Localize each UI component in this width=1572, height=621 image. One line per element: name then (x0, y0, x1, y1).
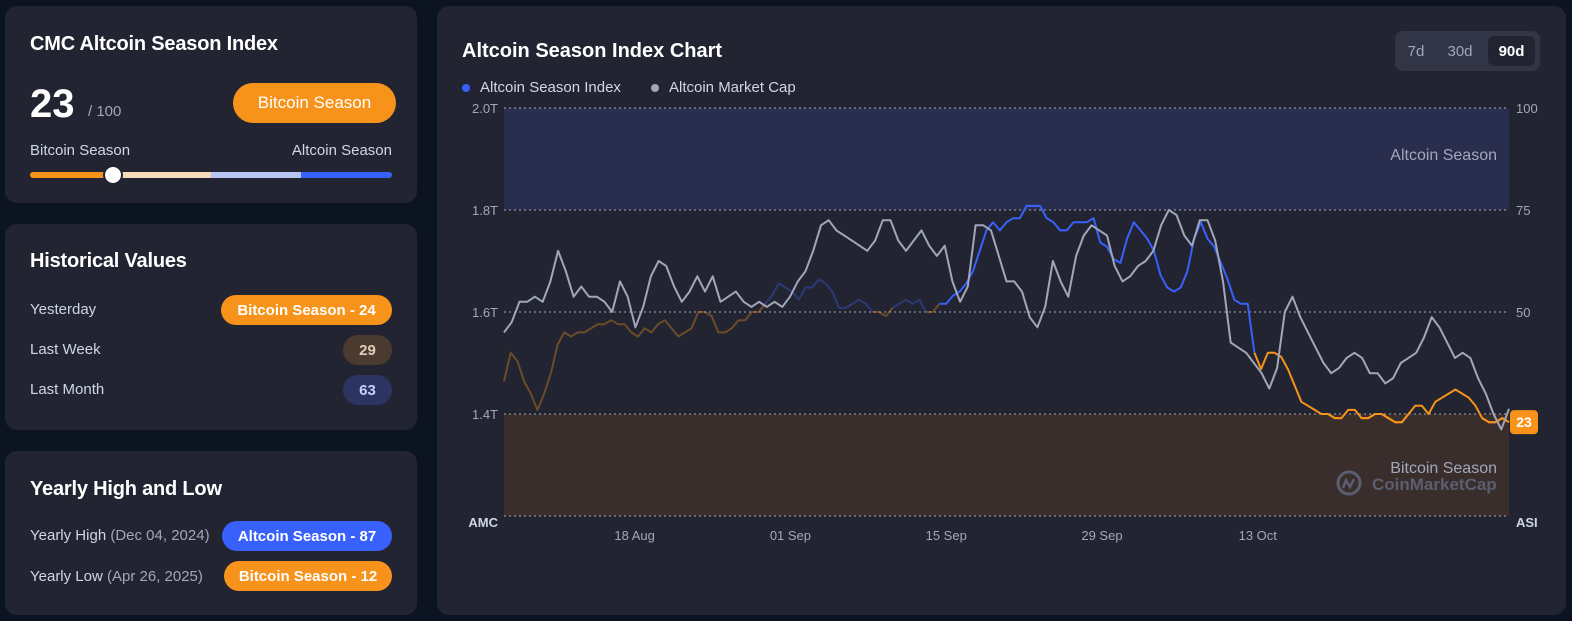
historical-row-label: Last Month (30, 381, 105, 398)
asi-line-segment (892, 298, 927, 313)
season-status-badge: Bitcoin Season (233, 83, 396, 123)
bitcoin-season-zone-label: Bitcoin Season (1390, 460, 1497, 477)
left-axis-tick: 1.4T (472, 407, 498, 422)
right-axis-tick: 75 (1516, 203, 1530, 218)
asi-line-segment (926, 303, 941, 313)
historical-title: Historical Values (30, 250, 187, 272)
range-tab-30d[interactable]: 30d (1447, 42, 1473, 60)
altcoin-season-zone (504, 108, 1509, 210)
chart-card: Altcoin Season Index Chart 7d 30d 90d Al… (437, 6, 1566, 615)
right-axis-tick: 50 (1516, 305, 1530, 320)
right-axis-name: ASI (1516, 515, 1538, 530)
x-axis-tick: 13 Oct (1239, 528, 1278, 543)
current-value-label: 23 (1516, 414, 1532, 430)
yearly-low-text: Yearly Low (30, 568, 103, 585)
historical-row-label: Yesterday (30, 301, 97, 318)
index-card: CMC Altcoin Season Index 23 / 100 Bitcoi… (5, 6, 417, 203)
left-axis-name: AMC (468, 515, 498, 530)
asi-line-segment (872, 307, 894, 318)
current-value-badge (1510, 410, 1538, 435)
yearly-high-date: (Dec 04, 2024) (110, 527, 210, 544)
yearly-low-label: Yearly Low (Apr 26, 2025) (30, 568, 203, 585)
coinmarketcap-wordmark: CoinMarketCap (1372, 475, 1497, 494)
market-cap-line (503, 209, 1510, 431)
asi-line-segment (939, 204, 1256, 353)
coinmarketcap-logo-icon (1336, 470, 1362, 496)
yearly-title: Yearly High and Low (30, 478, 222, 500)
gauge-right-label: Altcoin Season (291, 142, 392, 159)
left-axis-tick: 1.8T (472, 203, 498, 218)
index-card-title: CMC Altcoin Season Index (30, 33, 278, 55)
yearly-high-low-card: Yearly High and Low Yearly High (Dec 04,… (5, 451, 417, 615)
legend-label: Altcoin Season Index (480, 79, 621, 96)
asi-line-segment (1253, 351, 1510, 424)
historical-values-card: Historical Values Yesterday Bitcoin Seas… (5, 224, 417, 430)
x-axis-tick: 29 Sep (1081, 528, 1122, 543)
altcoin-season-chart[interactable]: Altcoin Season Bitcoin Season CoinMarket… (437, 6, 1566, 615)
chart-title: Altcoin Season Index Chart (462, 40, 723, 62)
asi-bitcoin-zone-line (1361, 413, 1410, 424)
legend-altcoin-market-cap[interactable]: Altcoin Market Cap (651, 79, 796, 96)
historical-row-label: Last Week (30, 341, 101, 358)
gauge-segment-altcoin-light (211, 172, 301, 178)
yearly-low-badge: Bitcoin Season - 12 (224, 561, 392, 591)
legend-dot-icon (462, 83, 470, 92)
historical-last-month-badge: 63 (343, 375, 392, 405)
right-axis-tick: 100 (1516, 101, 1538, 116)
range-tabs: 7d 30d 90d (1395, 31, 1540, 71)
asi-line-segment (764, 278, 874, 313)
yearly-low-date: (Apr 26, 2025) (107, 568, 203, 585)
yearly-high-badge: Altcoin Season - 87 (222, 521, 392, 551)
gauge-segment-altcoin (301, 172, 392, 178)
x-axis-tick: 18 Aug (614, 528, 655, 543)
left-axis-tick: 1.6T (472, 305, 498, 320)
gauge-segment-bitcoin-light (120, 172, 211, 178)
left-axis-tick: 2.0T (472, 101, 498, 116)
season-gauge (30, 167, 392, 183)
gauge-segment-bitcoin (30, 172, 120, 178)
legend-dot-icon (651, 83, 659, 92)
bitcoin-season-zone (504, 414, 1509, 516)
coinmarketcap-logo: CoinMarketCap (1336, 470, 1497, 496)
historical-yesterday-badge: Bitcoin Season - 24 (221, 295, 392, 325)
x-axis-tick: 01 Sep (770, 528, 811, 543)
yearly-high-label: Yearly High (Dec 04, 2024) (30, 527, 210, 544)
altcoin-season-zone-label: Altcoin Season (1390, 147, 1497, 164)
legend-label: Altcoin Market Cap (669, 79, 796, 96)
gauge-knob (105, 167, 122, 183)
range-tab-7d[interactable]: 7d (1407, 42, 1425, 60)
range-tab-90d[interactable]: 90d (1488, 36, 1535, 66)
coinmarketcap-logo-mark (1341, 477, 1356, 490)
x-axis-tick: 15 Sep (926, 528, 967, 543)
historical-last-week-badge: 29 (343, 335, 392, 365)
asi-bitcoin-zone-line (1321, 413, 1342, 420)
legend-altcoin-season-index[interactable]: Altcoin Season Index (462, 79, 621, 96)
gauge-left-label: Bitcoin Season (30, 142, 131, 159)
index-value: 23 (30, 82, 75, 126)
asi-line-segment (503, 303, 767, 411)
yearly-high-text: Yearly High (30, 527, 107, 544)
index-denominator: / 100 (88, 103, 122, 120)
